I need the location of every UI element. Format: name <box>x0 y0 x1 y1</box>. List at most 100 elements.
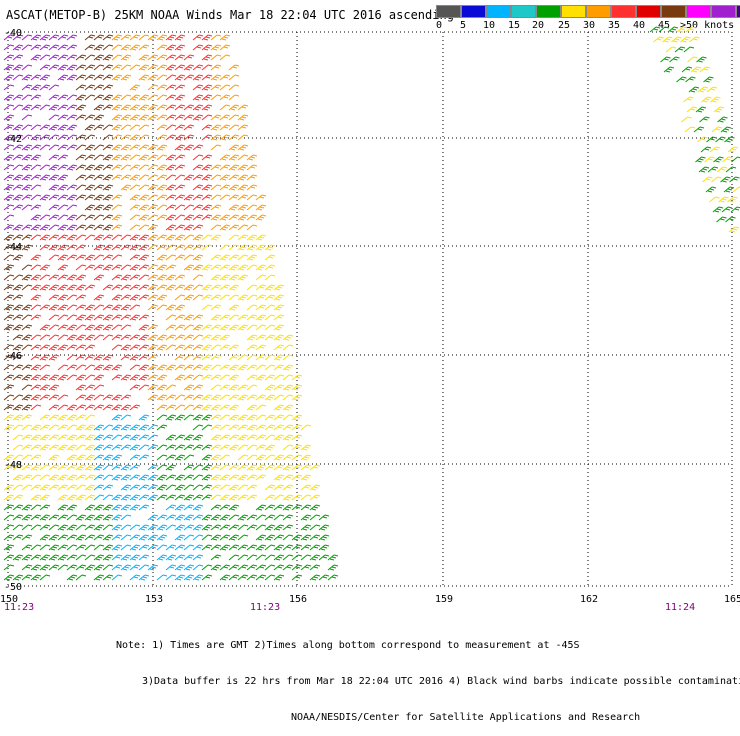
wind-barb <box>76 315 86 320</box>
wind-barb <box>193 535 203 540</box>
wind-barb <box>139 475 149 480</box>
wind-barb <box>49 145 59 150</box>
wind-barb <box>139 195 149 200</box>
wind-barb <box>121 405 131 410</box>
wind-barb <box>157 275 167 280</box>
wind-barb <box>103 315 113 320</box>
wind-barb <box>157 455 167 460</box>
wind-barb <box>94 155 104 160</box>
wind-barb <box>22 195 32 200</box>
wind-barb <box>121 505 131 510</box>
wind-barb <box>283 475 293 480</box>
wind-barb <box>265 415 275 420</box>
wind-barb <box>175 555 185 560</box>
wind-barb <box>211 465 221 470</box>
wind-barb <box>686 77 696 82</box>
wind-barb <box>40 365 50 370</box>
wind-barb <box>67 335 77 340</box>
wind-barb <box>130 125 140 130</box>
wind-barb <box>130 215 140 220</box>
wind-barb <box>94 515 104 520</box>
wind-barb <box>166 215 176 220</box>
wind-barb <box>292 545 302 550</box>
wind-barb <box>229 95 239 100</box>
wind-barb <box>76 245 86 250</box>
wind-barb <box>292 385 302 390</box>
wind-barb <box>103 255 113 260</box>
wind-barb <box>13 105 23 110</box>
wind-barb <box>229 385 239 390</box>
wind-barb <box>220 465 230 470</box>
wind-barb <box>148 275 158 280</box>
wind-barb <box>130 355 140 360</box>
wind-barb <box>85 165 95 170</box>
wind-barb <box>103 475 113 480</box>
wind-barb <box>202 105 212 110</box>
wind-barb <box>247 195 257 200</box>
wind-barb <box>4 495 14 500</box>
wind-barb <box>166 415 176 420</box>
wind-barb <box>220 155 230 160</box>
wind-barb <box>256 305 266 310</box>
wind-barb <box>157 445 167 450</box>
wind-barb <box>76 355 86 360</box>
wind-barb <box>49 155 59 160</box>
wind-barb <box>193 105 203 110</box>
wind-barb <box>103 215 113 220</box>
wind-barb <box>22 305 32 310</box>
wind-barb <box>220 95 230 100</box>
wind-barb <box>67 445 77 450</box>
wind-barb <box>283 405 293 410</box>
wind-barb <box>274 335 284 340</box>
wind-barb <box>40 125 50 130</box>
wind-barb <box>193 335 203 340</box>
wind-barb <box>256 545 266 550</box>
wind-barb <box>301 515 311 520</box>
wind-barb <box>58 65 68 70</box>
wind-barb <box>175 45 185 50</box>
wind-barb <box>697 57 707 62</box>
wind-barb <box>202 455 212 460</box>
wind-barb <box>31 495 41 500</box>
wind-barb <box>202 135 212 140</box>
wind-barb <box>202 365 212 370</box>
wind-barb <box>691 67 701 72</box>
wind-barb <box>202 565 212 570</box>
wind-barb <box>202 165 212 170</box>
wind-barb <box>31 85 41 90</box>
wind-barb <box>247 185 257 190</box>
wind-barb <box>148 565 158 570</box>
wind-barb <box>220 395 230 400</box>
wind-barb <box>139 385 149 390</box>
wind-barb <box>256 535 266 540</box>
wind-barb <box>112 175 122 180</box>
wind-barb <box>238 455 248 460</box>
wind-barb <box>184 355 194 360</box>
wind-barb <box>85 425 95 430</box>
wind-barb <box>184 105 194 110</box>
wind-barb <box>31 385 41 390</box>
wind-barb <box>702 97 712 102</box>
wind-barb <box>148 425 158 430</box>
wind-barb <box>148 65 158 70</box>
wind-barb <box>130 285 140 290</box>
wind-barb <box>211 315 221 320</box>
wind-barb <box>139 95 149 100</box>
wind-barb <box>67 465 77 470</box>
wind-barb <box>58 75 68 80</box>
wind-barb <box>22 165 32 170</box>
wind-barb <box>148 355 158 360</box>
wind-barb <box>166 345 176 350</box>
wind-barb <box>13 195 23 200</box>
wind-barb <box>247 515 257 520</box>
wind-barb <box>121 465 131 470</box>
wind-barb <box>193 515 203 520</box>
latitude-label: -44 <box>4 242 22 253</box>
wind-barb <box>148 195 158 200</box>
wind-barb <box>175 575 185 580</box>
wind-barb <box>148 325 158 330</box>
wind-barb <box>184 225 194 230</box>
wind-barb <box>310 495 320 500</box>
wind-barb <box>319 525 329 530</box>
wind-barb <box>265 335 275 340</box>
